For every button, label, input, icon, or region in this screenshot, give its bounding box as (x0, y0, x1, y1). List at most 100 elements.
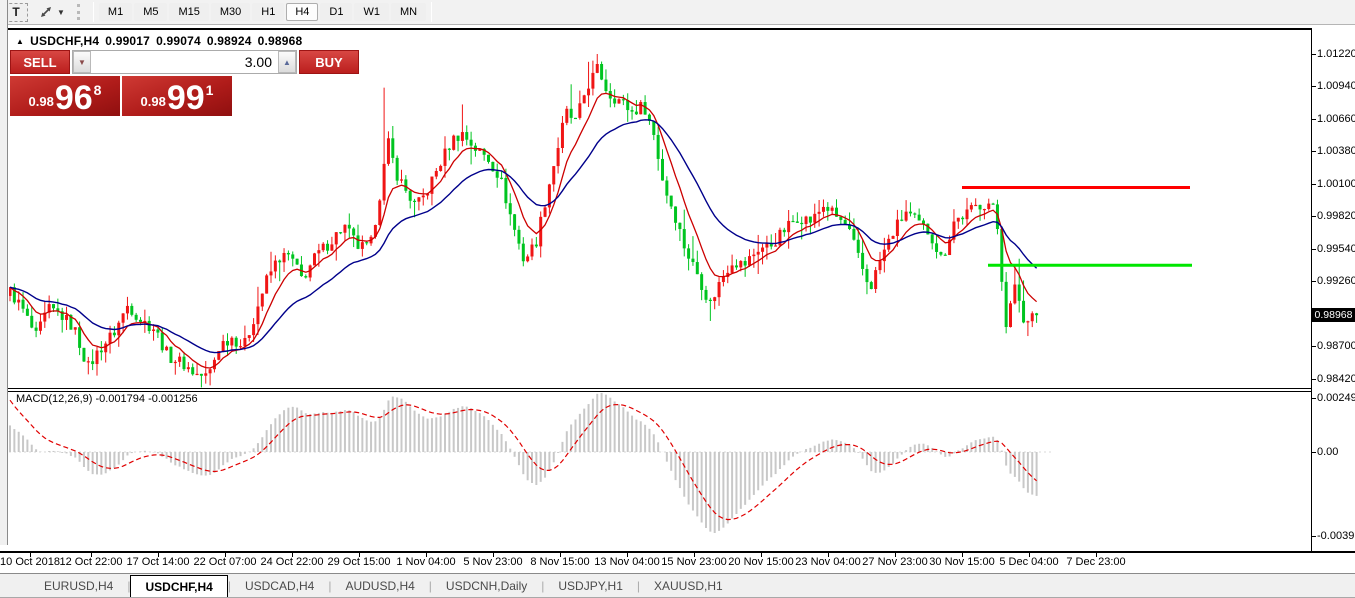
candle-body (961, 217, 965, 220)
macd-indicator-pane[interactable] (9, 392, 1311, 551)
symbol-tab-audusd[interactable]: AUDUSD,H4 (345, 578, 415, 593)
symbol-tab-usdchf[interactable]: USDCHF,H4 (130, 575, 228, 597)
price-axis-tick (1311, 346, 1316, 348)
candle-body (904, 211, 908, 221)
price-axis-tick (1311, 248, 1316, 250)
buy-price-big: 99 (166, 78, 205, 117)
candle-body (1013, 284, 1017, 304)
candle-body (404, 179, 408, 191)
date-axis-label: 27 Nov 23:00 (862, 556, 928, 568)
sell-button[interactable]: SELL (10, 50, 70, 74)
timeframe-button-m15[interactable]: M15 (169, 3, 209, 21)
candle-body (365, 242, 369, 244)
candle-body (430, 176, 434, 194)
symbol-tab-eurusd[interactable]: EURUSD,H4 (44, 578, 114, 593)
arrow-tool-button[interactable]: ▼ (36, 2, 67, 22)
candle-body (726, 272, 730, 277)
candle-body (626, 100, 630, 111)
candle-body (291, 254, 295, 259)
volume-decrease-button[interactable]: ▼ (73, 51, 91, 73)
candle-body (743, 261, 747, 266)
timeframe-button-w1[interactable]: W1 (354, 3, 389, 21)
candle-body (552, 166, 556, 185)
date-axis-tick (292, 551, 293, 557)
price-axis-tick (1311, 86, 1316, 88)
candle-body (974, 204, 978, 207)
candle-body (482, 148, 486, 155)
candle-body (652, 120, 656, 135)
timeframe-button-d1[interactable]: D1 (320, 3, 353, 21)
timeframe-button-h4[interactable]: H4 (286, 3, 319, 21)
candle-body (443, 148, 447, 166)
timeframe-button-m5[interactable]: M5 (134, 3, 168, 21)
candle-body (330, 244, 334, 251)
candle-body (817, 211, 821, 214)
volume-input[interactable] (91, 51, 278, 73)
symbol-tab-usdjpy[interactable]: USDJPY,H1 (558, 578, 623, 593)
chart-title: ▲ USDCHF,H4 0.99017 0.99074 0.98924 0.98… (16, 34, 302, 48)
timeframe-button-m30[interactable]: M30 (210, 3, 251, 21)
date-axis-tick (627, 551, 628, 557)
candle-body (691, 258, 695, 263)
candle-body (539, 216, 543, 247)
date-axis-label: 5 Dec 04:00 (999, 556, 1059, 568)
candle-body (821, 206, 825, 212)
candle-body (721, 276, 725, 283)
sell-quote-panel[interactable]: 0.98 96 8 (10, 76, 120, 116)
candle-body (73, 327, 77, 330)
candle-body (978, 204, 982, 210)
candle-body (526, 256, 530, 262)
toolbar-drag-handle[interactable] (76, 4, 83, 20)
candle-body (178, 356, 182, 362)
candle-body (326, 243, 330, 251)
candle-body (521, 243, 525, 262)
candle-body (265, 275, 269, 294)
symbol-tab-usdcnh[interactable]: USDCNH,Daily (445, 578, 528, 593)
tab-separator: | (328, 578, 332, 593)
buy-button[interactable]: BUY (299, 50, 359, 74)
macd-histogram (9, 392, 1038, 533)
candle-body (530, 244, 534, 257)
date-axis-label: 5 Nov 23:00 (463, 556, 523, 568)
current-price-tag: 0.98968 (1312, 308, 1355, 323)
volume-increase-button[interactable]: ▲ (278, 51, 296, 73)
pane-divider[interactable] (8, 388, 1312, 389)
candle-body (621, 99, 625, 101)
candle-body (1026, 321, 1030, 323)
price-axis-label: 1.00660 (1317, 112, 1355, 125)
date-axis-label: 10 Oct 2018 (0, 556, 60, 568)
candle-body (317, 250, 321, 254)
candle-body (565, 108, 569, 123)
ohlc-open: 0.99017 (105, 34, 151, 48)
price-chart-pane[interactable] (9, 30, 1311, 388)
candle-body (34, 327, 38, 331)
sell-price-prefix: 0.98 (28, 94, 54, 109)
date-axis-tick (493, 551, 494, 557)
candle-body (99, 350, 103, 353)
window-bottom-border (0, 573, 1355, 574)
price-axis-label: 1.00100 (1317, 177, 1355, 190)
candle-body (487, 154, 490, 162)
candle-body (708, 299, 712, 302)
candle-body (373, 225, 377, 237)
timeframe-button-m1[interactable]: M1 (98, 3, 133, 21)
price-axis-label: 0.99540 (1317, 242, 1355, 255)
buy-quote-panel[interactable]: 0.98 99 1 (122, 76, 232, 116)
timeframe-button-h1[interactable]: H1 (252, 3, 285, 21)
timeframe-button-mn[interactable]: MN (390, 3, 427, 21)
arrow-tool-dropdown-icon[interactable]: ▼ (57, 7, 65, 17)
macd-pane-top-border (8, 391, 1312, 392)
candle-body (186, 367, 190, 370)
candle-body (434, 170, 438, 177)
symbol-tab-xauusd[interactable]: XAUUSD,H1 (654, 578, 723, 593)
date-axis-label: 13 Nov 04:00 (594, 556, 660, 568)
price-axis-label: 1.00380 (1317, 145, 1355, 158)
symbol-tab-usdcad[interactable]: USDCAD,H4 (244, 578, 315, 593)
collapse-marker-icon[interactable]: ▲ (16, 36, 25, 46)
candle-body (334, 232, 338, 245)
candle-body (865, 268, 869, 283)
text-tool-button[interactable]: T (4, 2, 28, 22)
chart-window-left-frame (0, 0, 8, 545)
candle-body (935, 243, 939, 252)
candle-body (713, 297, 717, 302)
